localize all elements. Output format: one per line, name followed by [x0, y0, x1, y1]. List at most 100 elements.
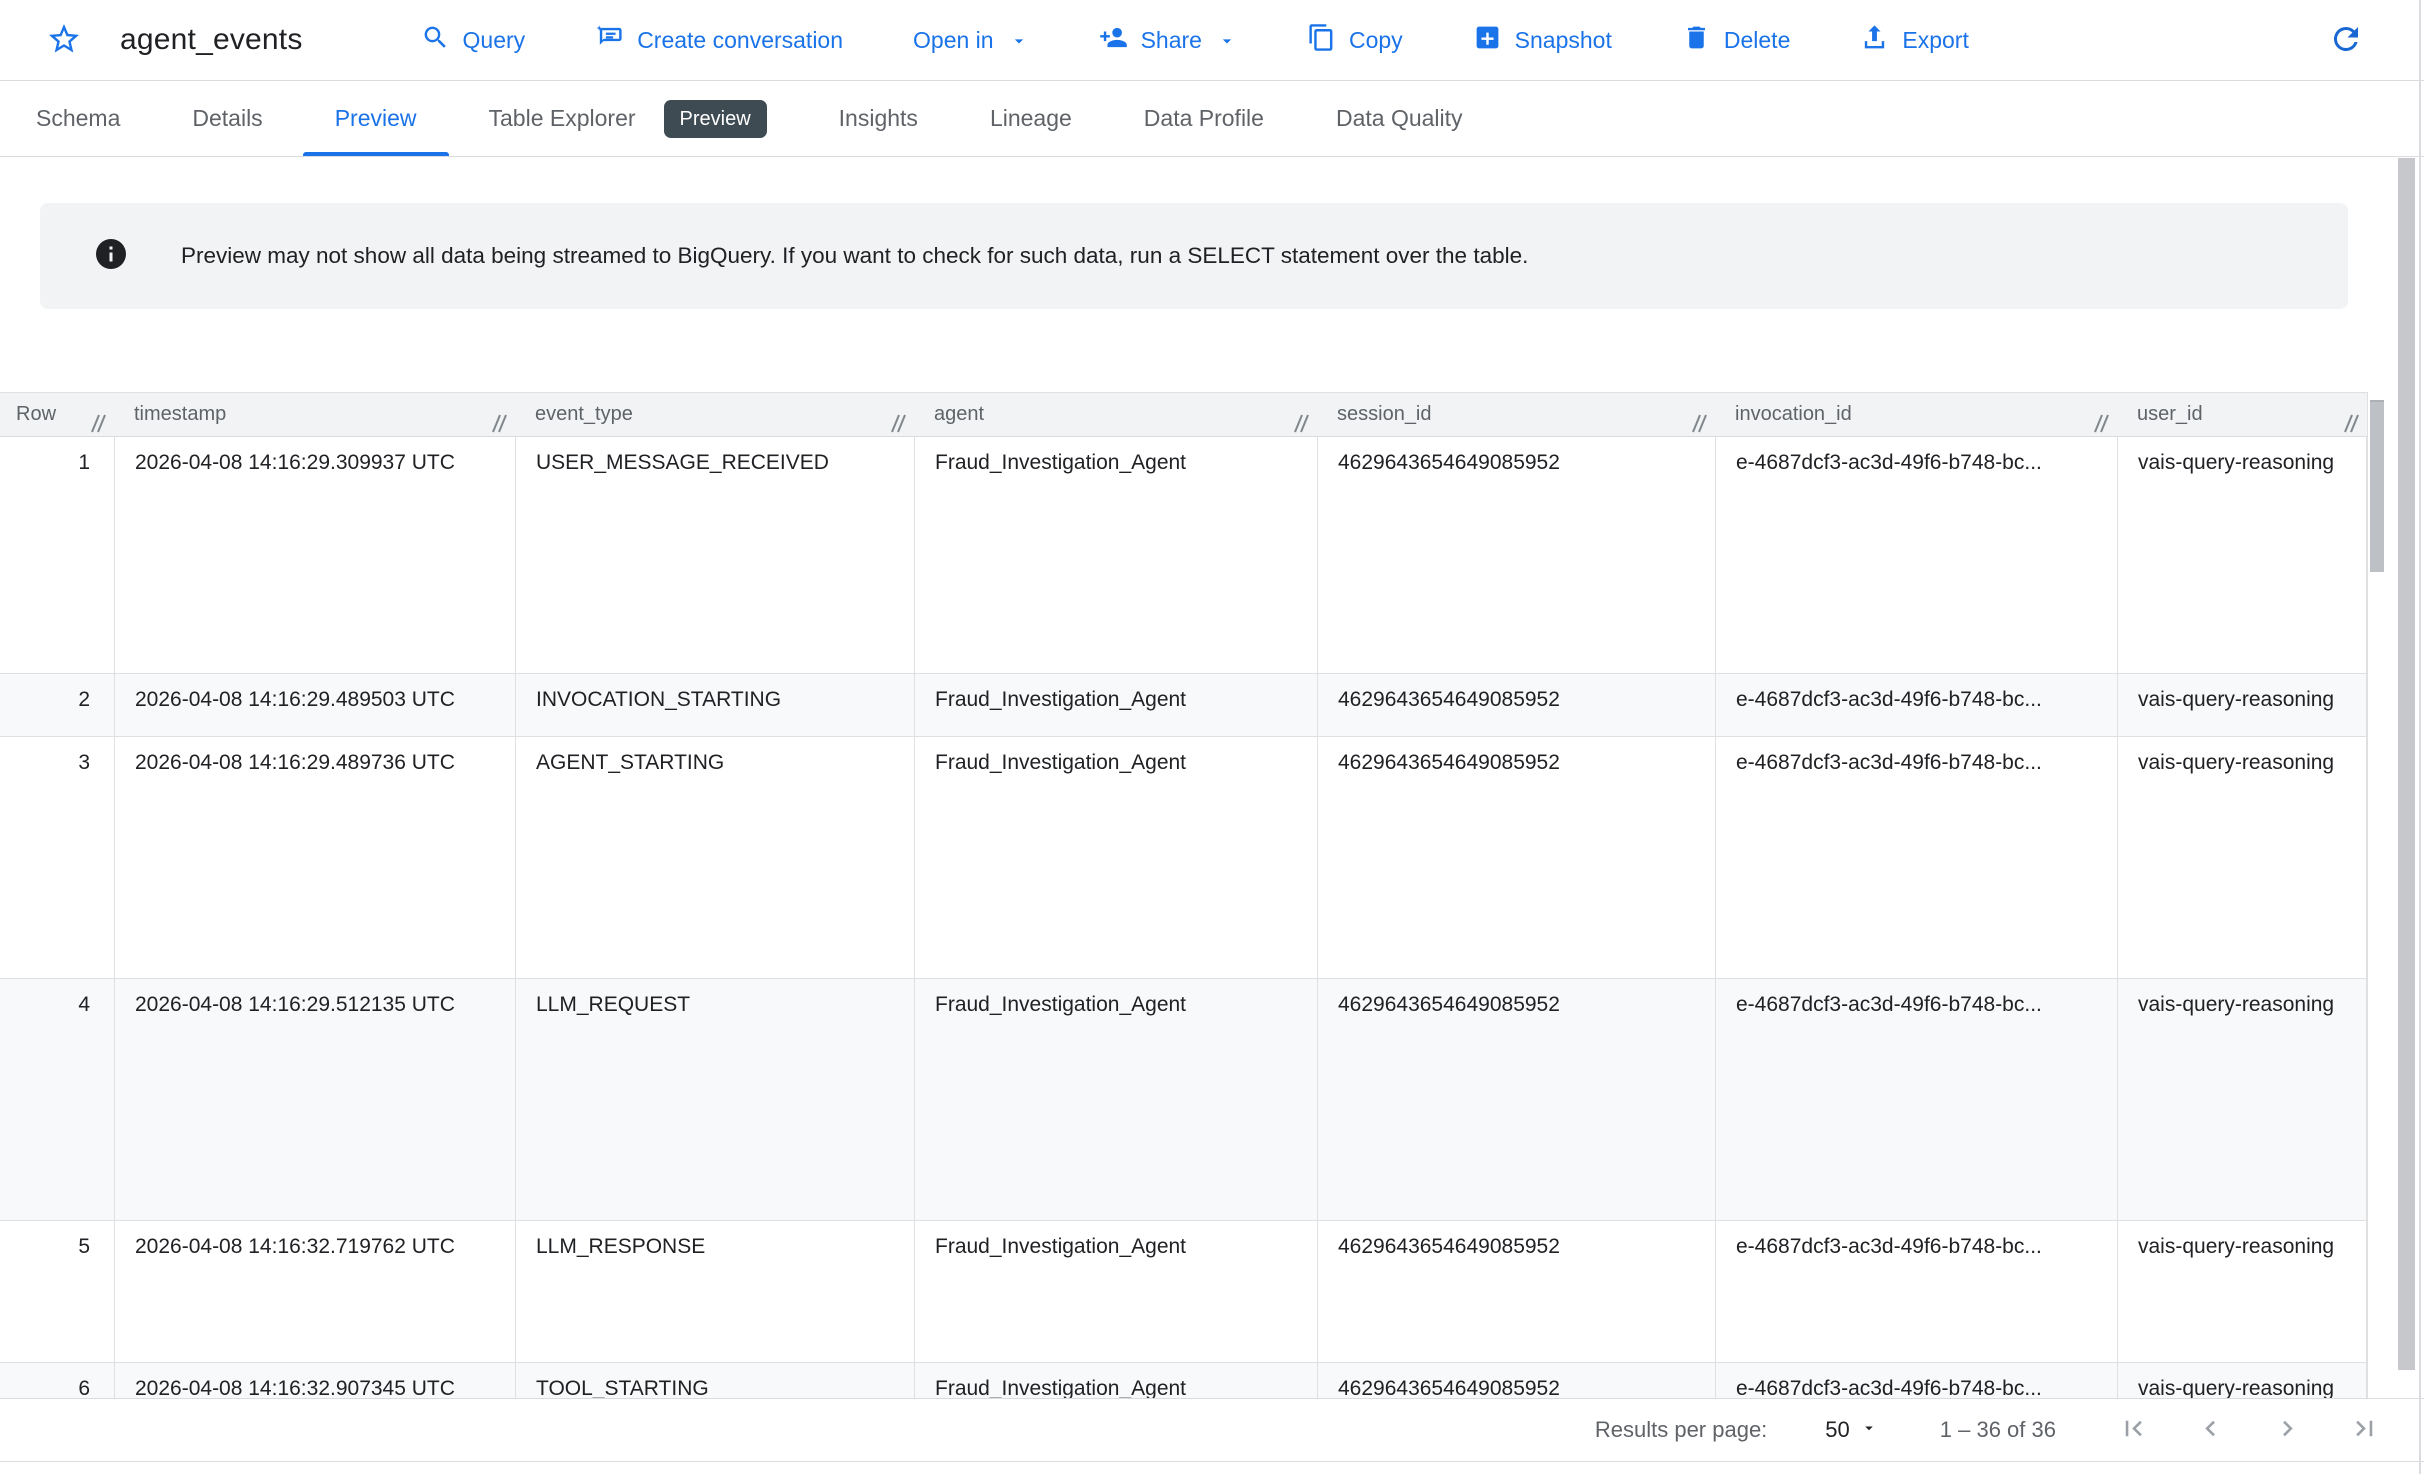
column-header-session-id: session_id	[1317, 393, 1715, 436]
tab-lineage[interactable]: Lineage	[989, 105, 1072, 131]
table-scrollbar-track[interactable]	[2367, 392, 2385, 1398]
cell-agent: Fraud_Investigation_Agent	[914, 437, 1317, 673]
pagination-bar: Results per page: 50 1 – 36 of 36	[0, 1398, 2424, 1462]
cell-timestamp: 2026-04-08 14:16:32.907345 UTC	[114, 1363, 515, 1398]
refresh-icon	[2328, 21, 2364, 60]
cell-timestamp: 2026-04-08 14:16:29.309937 UTC	[114, 437, 515, 673]
star-button[interactable]	[46, 21, 82, 60]
cell-user_id: vais-query-reasoning	[2117, 737, 2367, 978]
table-body: 1 2026-04-08 14:16:29.309937 UTC USER_MESS…	[0, 437, 2367, 1398]
snapshot-button[interactable]: Snapshot	[1473, 23, 1612, 58]
cell-event_type: TOOL_STARTING	[515, 1363, 914, 1398]
table-header-row: Row timestamp event_type agent session_i…	[0, 392, 2367, 437]
table-row: 4 2026-04-08 14:16:29.512135 UTC LLM_REQUE…	[0, 979, 2367, 1221]
cell-row: 4	[78, 993, 90, 1016]
cell-user_id: vais-query-reasoning	[2117, 437, 2367, 673]
cell-agent: Fraud_Investigation_Agent	[914, 979, 1317, 1220]
banner-message: Preview may not show all data being stre…	[181, 243, 1529, 268]
page-size-select[interactable]: 50	[1825, 1417, 1877, 1443]
cell-event_type: LLM_RESPONSE	[515, 1221, 914, 1362]
refresh-button[interactable]	[2328, 21, 2364, 60]
cell-invocation_id: e-4687dcf3-ac3d-49f6-b748-bc...	[1715, 1363, 2117, 1398]
table-row: 5 2026-04-08 14:16:32.719762 UTC LLM_RESPO…	[0, 1221, 2367, 1363]
delete-button[interactable]: Delete	[1682, 23, 1790, 58]
column-header-invocation-id: invocation_id	[1715, 393, 2117, 436]
tab-details[interactable]: Details	[192, 105, 263, 131]
table-row: 2 2026-04-08 14:16:29.489503 UTC INVOCATIO…	[0, 674, 2367, 737]
column-resize-handle[interactable]	[1291, 411, 1313, 435]
first-page-button[interactable]	[2118, 1413, 2149, 1447]
cell-invocation_id: e-4687dcf3-ac3d-49f6-b748-bc...	[1715, 674, 2117, 736]
table-tabs: Schema Details Preview Table Explorer Pr…	[0, 81, 2424, 157]
cell-session_id: 4629643654649085952	[1317, 979, 1715, 1220]
dropdown-caret-icon	[1860, 1417, 1878, 1443]
delete-icon	[1682, 23, 1711, 58]
cell-user_id: vais-query-reasoning	[2117, 674, 2367, 736]
streaming-info-banner: Preview may not show all data being stre…	[40, 203, 2348, 309]
table-row: 1 2026-04-08 14:16:29.309937 UTC USER_MESS…	[0, 437, 2367, 674]
table-toolbar: agent_events Query Create conversation O…	[0, 0, 2424, 81]
page-range-text: 1 – 36 of 36	[1939, 1417, 2056, 1442]
previous-page-button[interactable]	[2195, 1413, 2226, 1447]
snapshot-icon	[1473, 23, 1502, 58]
column-resize-handle[interactable]	[1689, 411, 1711, 435]
next-page-button[interactable]	[2272, 1413, 2303, 1447]
chat-compose-icon	[595, 23, 624, 58]
query-button[interactable]: Query	[421, 23, 525, 58]
tab-data-profile[interactable]: Data Profile	[1143, 105, 1264, 131]
cell-agent: Fraud_Investigation_Agent	[914, 674, 1317, 736]
info-icon	[93, 236, 129, 277]
cell-user_id: vais-query-reasoning	[2117, 1221, 2367, 1362]
chevron-down-icon	[1217, 30, 1237, 50]
cell-row: 2	[78, 688, 90, 711]
last-page-button[interactable]	[2349, 1413, 2380, 1447]
cell-event_type: INVOCATION_STARTING	[515, 674, 914, 736]
preview-badge: Preview	[663, 99, 767, 138]
pager-controls	[2118, 1413, 2380, 1447]
cell-event_type: AGENT_STARTING	[515, 737, 914, 978]
tab-schema[interactable]: Schema	[36, 105, 121, 131]
create-conversation-button[interactable]: Create conversation	[595, 23, 843, 58]
cell-row: 6	[78, 1377, 90, 1398]
cell-agent: Fraud_Investigation_Agent	[914, 1363, 1317, 1398]
cell-session_id: 4629643654649085952	[1317, 737, 1715, 978]
star-outline-icon	[46, 21, 82, 60]
cell-agent: Fraud_Investigation_Agent	[914, 737, 1317, 978]
column-resize-handle[interactable]	[2341, 411, 2363, 435]
cell-event_type: USER_MESSAGE_RECEIVED	[515, 437, 914, 673]
cell-timestamp: 2026-04-08 14:16:29.489503 UTC	[114, 674, 515, 736]
export-button[interactable]: Export	[1860, 23, 1969, 58]
copy-button[interactable]: Copy	[1307, 23, 1403, 58]
column-resize-handle[interactable]	[888, 411, 910, 435]
cell-invocation_id: e-4687dcf3-ac3d-49f6-b748-bc...	[1715, 979, 2117, 1220]
tab-table-explorer[interactable]: Table Explorer Preview	[453, 81, 803, 156]
share-button[interactable]: Share	[1099, 23, 1237, 58]
chevron-down-icon	[1009, 30, 1029, 50]
chevron-right-icon	[2272, 1413, 2303, 1447]
cell-session_id: 4629643654649085952	[1317, 1221, 1715, 1362]
chevron-left-icon	[2195, 1413, 2226, 1447]
column-header-row: Row	[0, 393, 114, 436]
cell-session_id: 4629643654649085952	[1317, 437, 1715, 673]
preview-data-table: Row timestamp event_type agent session_i…	[0, 392, 2367, 1398]
page-title: agent_events	[120, 23, 303, 56]
tab-preview[interactable]: Preview	[299, 81, 453, 156]
search-icon	[421, 23, 450, 58]
copy-icon	[1307, 23, 1336, 58]
table-row: 6 2026-04-08 14:16:32.907345 UTC TOOL_STAR…	[0, 1363, 2367, 1398]
table-scrollbar-thumb[interactable]	[2370, 400, 2384, 572]
tab-data-quality[interactable]: Data Quality	[1335, 105, 1463, 131]
cell-session_id: 4629643654649085952	[1317, 674, 1715, 736]
column-resize-handle[interactable]	[88, 411, 110, 435]
column-header-agent: agent	[914, 393, 1317, 436]
column-resize-handle[interactable]	[2091, 411, 2113, 435]
column-resize-handle[interactable]	[489, 411, 511, 435]
first-page-icon	[2118, 1413, 2149, 1447]
tab-insights[interactable]: Insights	[838, 105, 918, 131]
open-in-button[interactable]: Open in	[913, 27, 1029, 54]
cell-row: 1	[78, 451, 90, 474]
page-scrollbar-thumb[interactable]	[2398, 158, 2415, 1370]
cell-user_id: vais-query-reasoning	[2117, 979, 2367, 1220]
cell-invocation_id: e-4687dcf3-ac3d-49f6-b748-bc...	[1715, 737, 2117, 978]
